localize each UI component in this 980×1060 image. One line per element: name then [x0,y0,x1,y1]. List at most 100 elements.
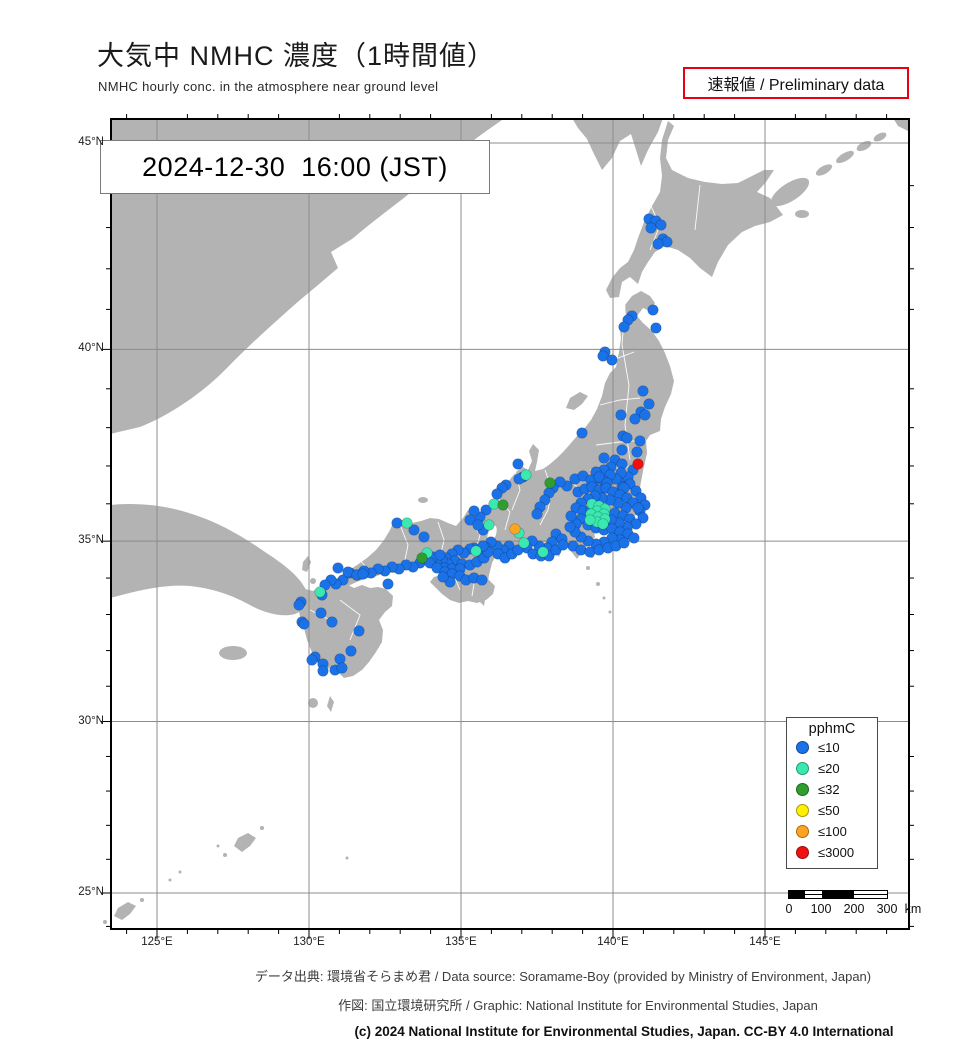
station-dot [637,512,649,524]
station-dot [306,654,318,666]
legend-item-label: ≤50 [818,803,840,818]
scale-bar-labels: 0 100 200 300 km [784,902,924,918]
station-dot [621,432,633,444]
lon-tick-label: 130°E [293,936,325,948]
station-dot [597,518,609,530]
station-dot [544,477,556,489]
island-izu [596,582,600,586]
island-okinawa [114,902,136,920]
footer-graphic-credit: 作図: 国立環境研究所 / Graphic: National Institut… [338,998,818,1013]
kuril-island [795,210,809,218]
legend-item-label: ≤32 [818,782,840,797]
station-dots-layer [293,213,673,677]
station-dot [336,662,348,674]
legend-item-label: ≤20 [818,761,840,776]
island-small [140,898,144,902]
scale-tick-label: 200 [843,902,865,916]
station-dot [298,618,310,630]
island-izu [602,596,606,600]
kuril-island [836,150,854,164]
station-dot [472,519,484,531]
station-dot [416,552,428,564]
lat-tick-label: 35°N [78,534,104,547]
station-dot [618,321,630,333]
island-sado [566,392,588,410]
lat-tick-label: 40°N [78,342,104,355]
legend-color-dot [796,741,809,754]
island-yakushima [308,698,318,708]
legend: pphmC ≤10 ≤20 ≤32 ≤50 ≤100 ≤3000 [786,717,878,869]
station-dot [353,625,365,637]
station-dot [652,238,664,250]
legend-item: ≤100 [787,821,877,842]
station-dot [512,544,524,556]
legend-item-label: ≤3000 [818,845,855,860]
station-dot [628,532,640,544]
map-plot [101,114,914,939]
station-dot [476,574,488,586]
station-dot [315,607,327,619]
island-small [216,844,220,848]
station-dot [332,562,344,574]
station-dot [634,435,646,447]
lon-tick-label: 135°E [445,936,477,948]
station-dot [643,398,655,410]
station-dot [647,304,659,316]
lat-tick-label: 45°N [78,135,104,148]
scale-tick-label: 0 [785,902,793,916]
sakhalin [572,118,663,170]
station-dot [557,539,569,551]
station-dot [645,222,657,234]
station-dot [537,546,549,558]
station-dot [509,523,521,535]
station-dot [497,499,509,511]
legend-item: ≤32 [787,779,877,800]
legend-item: ≤3000 [787,842,877,863]
station-dot [576,427,588,439]
footer-data-source: データ出典: 環境省そらまめ君 / Data source: Soramame-… [254,969,872,984]
station-dot [631,446,643,458]
station-dot [618,537,630,549]
legend-color-dot [796,825,809,838]
island-oki [418,497,428,503]
preliminary-data-badge: 速報値 / Preliminary data [683,67,909,99]
station-dot [632,458,644,470]
legend-title: pphmC [808,721,856,737]
kuril-island [856,140,872,152]
station-dot [357,568,369,580]
page-subtitle: NMHC hourly conc. in the atmosphere near… [98,79,439,94]
station-dot [615,409,627,421]
island-goto [274,597,280,603]
plot-frame [110,118,910,930]
scale-tick-label: 100 [810,902,832,916]
station-dot [418,531,430,543]
legend-color-dot [796,783,809,796]
island-small [260,826,264,830]
lon-tick-label: 125°E [141,936,173,948]
lon-tick-label: 140°E [597,936,629,948]
station-dot [470,545,482,557]
station-dot [616,444,628,456]
station-dot [655,219,667,231]
station-dot [491,488,503,500]
kuril-island [770,177,810,207]
station-dot [408,524,420,536]
legend-item: ≤20 [787,758,877,779]
station-dot [520,469,532,481]
station-dot [326,616,338,628]
scale-unit-label: km [904,902,922,916]
station-dot [468,505,480,517]
island-tsushima [302,556,311,572]
kuril-island [893,118,910,132]
timestamp-box: 2024-12-30 16:00 (JST) [100,140,490,194]
island-tanegashima [327,696,334,712]
scale-tick-label: 300 [876,902,898,916]
station-dot [531,508,543,520]
station-dot [639,409,651,421]
station-dot [483,519,495,531]
station-dot [606,354,618,366]
kuril-island [873,132,887,142]
station-dot [464,514,476,526]
korea-peninsula [110,504,308,616]
